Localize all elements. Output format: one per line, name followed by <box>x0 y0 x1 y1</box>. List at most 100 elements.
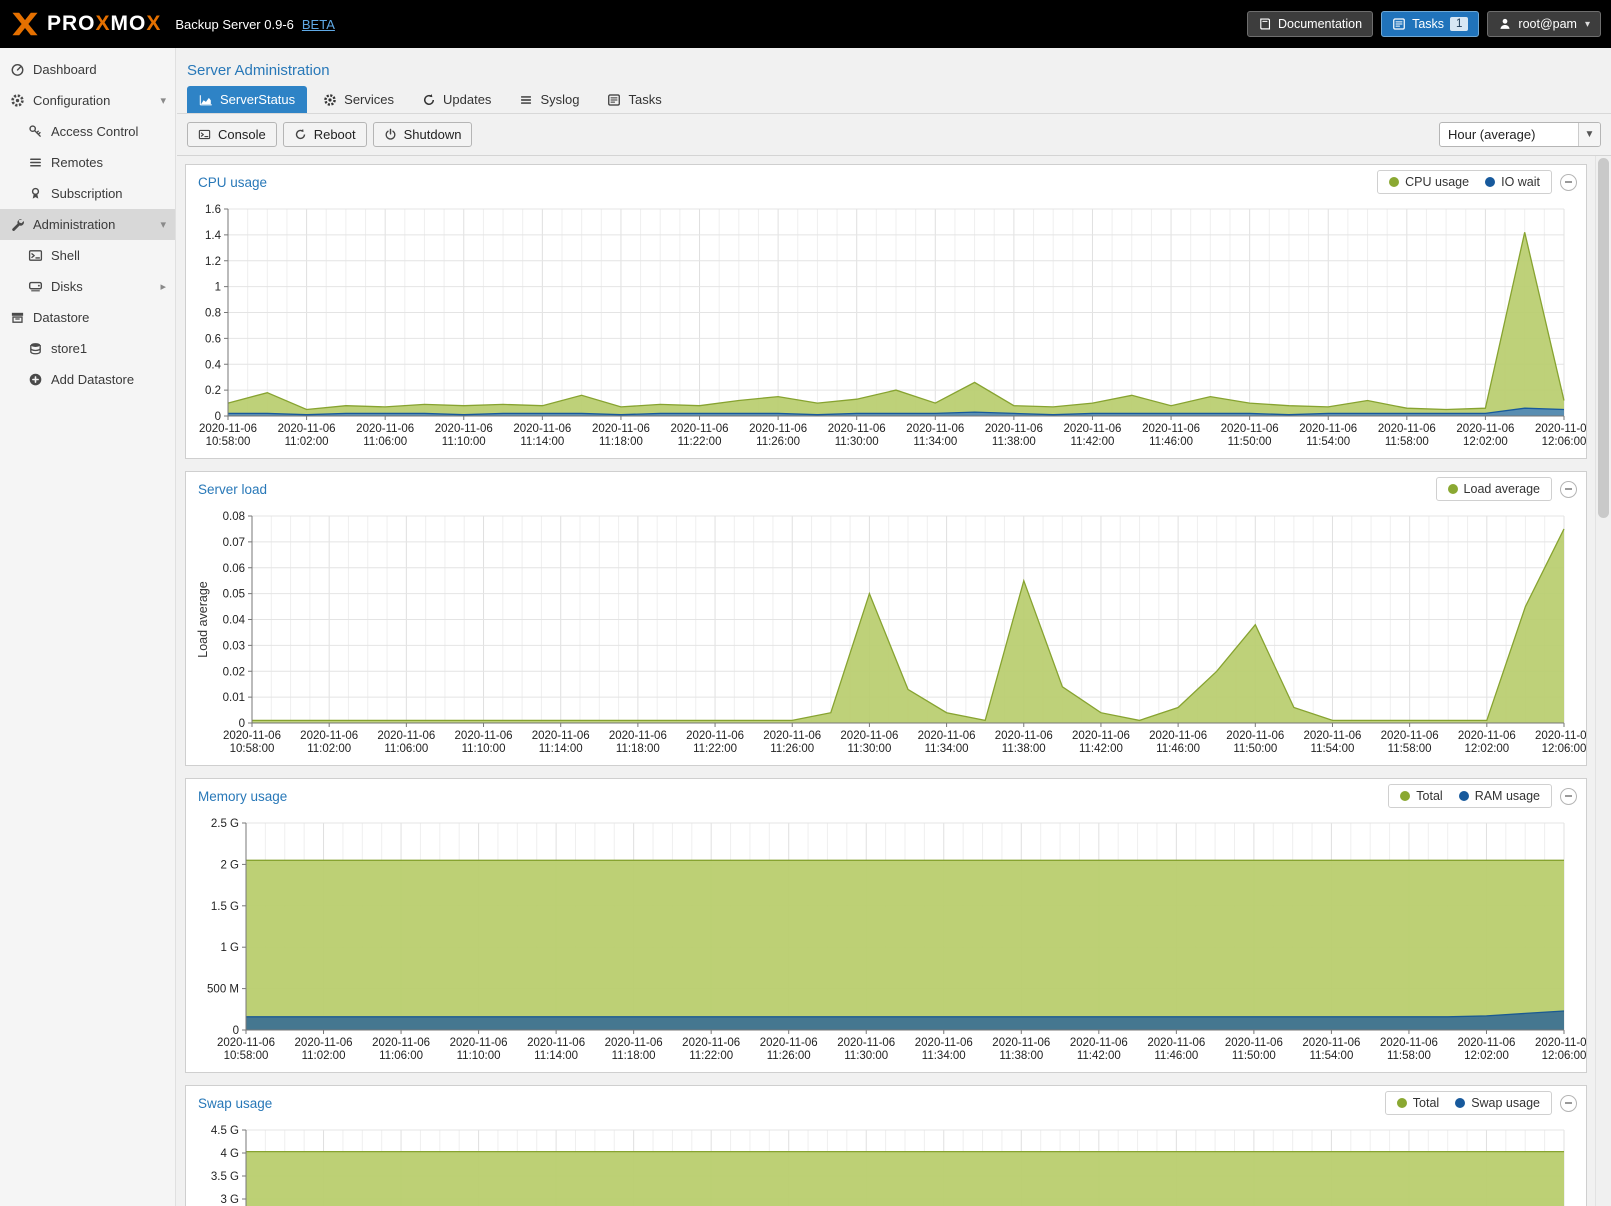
tab-services[interactable]: Services <box>311 86 406 113</box>
console-button[interactable]: Console <box>187 122 277 147</box>
sidebar-item-shell[interactable]: Shell <box>0 240 175 271</box>
page-title: Server Administration <box>187 62 330 79</box>
time-range-select[interactable]: Hour (average) ▼ <box>1439 122 1601 147</box>
tasks-count-badge: 1 <box>1450 17 1469 31</box>
chart-legend: Load average <box>1435 477 1552 501</box>
chevron-down-icon[interactable]: ▼ <box>1578 123 1600 146</box>
scrollbar-thumb[interactable] <box>1598 158 1609 518</box>
power-icon <box>384 128 397 141</box>
memory-usage-panel: Memory usage Total RAM usage 0 500 M 1 G 1.… <box>185 778 1587 1073</box>
svg-text:0.08: 0.08 <box>223 511 245 523</box>
sidebar-item-remotes[interactable]: Remotes <box>0 147 175 178</box>
collapse-button[interactable] <box>1560 480 1577 498</box>
minus-icon <box>1565 488 1572 490</box>
chevron-down-icon[interactable]: ▾ <box>160 219 166 231</box>
tab-tasks[interactable]: Tasks <box>595 86 673 113</box>
user-menu-button[interactable]: root@pam ▾ <box>1487 11 1601 37</box>
list-icon <box>28 155 43 170</box>
chevron-down-icon[interactable]: ▾ <box>160 95 166 107</box>
svg-text:1.6: 1.6 <box>205 204 221 216</box>
proxmox-brand: PROXMOX <box>10 9 161 39</box>
ribbon-icon <box>28 186 43 201</box>
minus-icon <box>1565 1102 1572 1104</box>
svg-text:0: 0 <box>233 1025 239 1037</box>
sidebar-item-store1[interactable]: store1 <box>0 333 175 364</box>
legend-dot <box>1396 1098 1407 1108</box>
svg-text:1: 1 <box>215 282 221 294</box>
tab-syslog[interactable]: Syslog <box>507 86 591 113</box>
server-load-panel: Server load Load average 0 0.01 0.02 0.03 0.… <box>185 471 1587 766</box>
sidebar-item-dashboard[interactable]: Dashboard <box>0 54 175 85</box>
sidebar-item-access-control[interactable]: Access Control <box>0 116 175 147</box>
documentation-button[interactable]: Documentation <box>1246 11 1374 37</box>
svg-text:1.4: 1.4 <box>205 230 222 242</box>
legend-item[interactable]: RAM usage <box>1458 789 1540 803</box>
reboot-button[interactable]: Reboot <box>282 122 367 147</box>
panel-title: Server load <box>198 481 268 497</box>
svg-text:0.02: 0.02 <box>223 666 245 678</box>
legend-dot <box>1389 177 1400 187</box>
archive-icon <box>10 310 25 325</box>
legend-dot <box>1447 484 1458 494</box>
memory-usage-chart: 0 500 M 1 G 1.5 G 2 G 2.5 G 2020-11-06 10:58:00… <box>207 818 1586 1062</box>
gears-icon <box>10 93 25 108</box>
legend-item[interactable]: Load average <box>1447 482 1540 496</box>
sidebar-item-subscription[interactable]: Subscription <box>0 178 175 209</box>
legend-item[interactable]: CPU usage <box>1389 175 1469 189</box>
tab-serverstatus[interactable]: ServerStatus <box>187 86 308 113</box>
svg-text:0.07: 0.07 <box>223 537 245 549</box>
shutdown-button[interactable]: Shutdown <box>372 122 473 147</box>
sidebar-item-disks[interactable]: Disks ▸ <box>0 271 175 302</box>
legend-item[interactable]: Swap usage <box>1455 1096 1540 1110</box>
svg-text:1 G: 1 G <box>220 942 239 954</box>
svg-text:0.06: 0.06 <box>223 563 245 575</box>
legend-item[interactable]: IO wait <box>1485 175 1540 189</box>
minus-icon <box>1565 795 1572 797</box>
toolbar: Console Reboot Shutdown Hour (average) ▼ <box>177 114 1611 156</box>
svg-text:0.01: 0.01 <box>223 692 245 704</box>
legend-item[interactable]: Total <box>1400 789 1443 803</box>
legend-item[interactable]: Total <box>1396 1096 1439 1110</box>
collapse-button[interactable] <box>1560 787 1577 805</box>
sidebar-item-configuration[interactable]: Configuration ▾ <box>0 85 175 116</box>
beta-link[interactable]: BETA <box>301 16 335 32</box>
tab-updates[interactable]: Updates <box>410 86 503 113</box>
collapse-button[interactable] <box>1560 1094 1577 1112</box>
svg-text:4.5 G: 4.5 G <box>211 1125 239 1137</box>
chart-legend: CPU usage IO wait <box>1377 170 1552 194</box>
proxmox-logo-icon <box>10 9 40 39</box>
proxmox-wordmark: PROXMOX <box>47 12 162 35</box>
plus-circle-icon <box>28 372 43 387</box>
reboot-icon <box>294 128 307 141</box>
tasks-button[interactable]: Tasks 1 <box>1381 11 1480 37</box>
sidebar-item-administration[interactable]: Administration ▾ <box>0 209 175 240</box>
sidebar-item-datastore[interactable]: Datastore <box>0 302 175 333</box>
tasks-icon <box>607 93 621 107</box>
vertical-scrollbar[interactable] <box>1595 156 1611 1206</box>
svg-text:1.5 G: 1.5 G <box>211 901 239 913</box>
sidebar-item-add-datastore[interactable]: Add Datastore <box>0 364 175 395</box>
collapse-button[interactable] <box>1560 173 1577 191</box>
sidebar: Dashboard Configuration ▾ Access Control… <box>0 48 176 1206</box>
chevron-right-icon[interactable]: ▸ <box>160 281 166 293</box>
